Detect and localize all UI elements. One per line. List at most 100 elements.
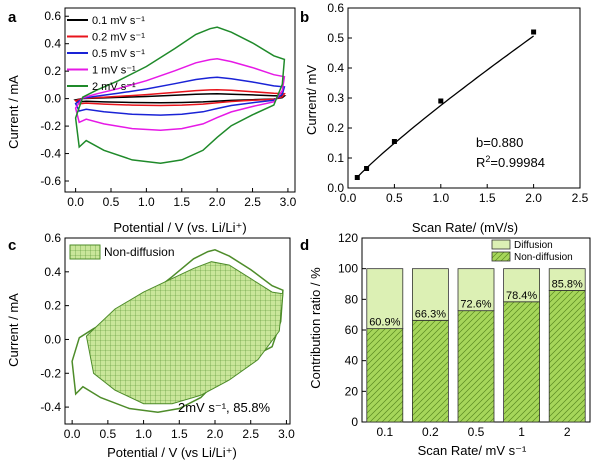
panel-c-nondiffusion-area	[85, 261, 284, 405]
panel-d-bar-nondiffusion	[503, 301, 541, 423]
panel-d-bar-nondiffusion	[548, 290, 586, 423]
panel-b-data-point	[531, 29, 537, 35]
panel-b-y-tick-label: 0.3	[327, 91, 344, 105]
panel-d-bar-nondiffusion	[366, 328, 404, 423]
panel-d-bar-diffusion	[503, 268, 541, 303]
panel-d-y-tick-label: 60	[345, 323, 359, 337]
panel-b-y-tick-label: 0.4	[327, 61, 344, 75]
panel-b-x-tick-label: 0.5	[386, 191, 403, 205]
panel-label-c: c	[8, 237, 16, 254]
panel-c-y-tick-label: 0.4	[44, 265, 61, 279]
panel-c-y-tick-label: 0.2	[44, 299, 61, 313]
panel-a-x-tick-label: 1.5	[173, 195, 190, 209]
panel-a-cv-curve-0_1	[73, 93, 287, 104]
panel-d-bar-value-label: 72.6%	[460, 299, 491, 311]
panel-label-b: b	[300, 9, 309, 26]
panel-b-xlabel: Scan Rate/ (mV/s)	[412, 220, 518, 235]
panel-a-legend-label-2: 2 mV s⁻¹	[92, 81, 136, 93]
panel-c-y-tick-label: 0.6	[44, 231, 61, 245]
panel-d-y-tick-label: 0	[351, 415, 358, 429]
panel-c-y-tick-label: 0.0	[44, 332, 61, 346]
panel-d-legend-label-diffusion: Diffusion	[514, 240, 553, 251]
panel-b-y-tick-label: 0.1	[327, 151, 344, 165]
panel-d-bar-value-label: 66.3%	[415, 308, 446, 320]
panel-c-x-tick-label: 1.5	[171, 427, 188, 441]
panel-b-x-tick-label: 0.0	[340, 191, 357, 205]
panel-a-y-tick-label: 0.6	[44, 9, 61, 23]
panel-d-bar-diffusion	[548, 268, 586, 291]
panel-b-x-tick-label: 1.5	[479, 191, 496, 205]
panel-c-y-tick-label: -0.2	[40, 366, 61, 380]
panel-b-ylabel: Current/ mV	[304, 65, 319, 135]
panel-b-data-point	[391, 139, 397, 144]
panel-a-xlabel: Potential / V (vs. Li/Li⁺)	[113, 220, 246, 235]
panel-b-y-tick-label: 0.6	[327, 1, 344, 15]
panel-d-y-tick-label: 120	[338, 231, 358, 245]
panel-a-y-tick-label: 0.0	[44, 92, 61, 106]
panel-d-bar-nondiffusion	[411, 319, 449, 423]
panel-a-x-tick-label: 1.0	[138, 195, 155, 209]
panel-c-xlabel: Potential / V (vs Li/Li⁺)	[107, 445, 237, 460]
panel-a-y-tick-label: -0.4	[40, 147, 61, 161]
panel-b-fit-line	[356, 35, 534, 178]
panel-b-data-point	[354, 175, 360, 180]
panel-c-x-tick-label: 2.5	[242, 427, 259, 441]
panel-c-x-tick-label: 3.0	[278, 427, 295, 441]
panel-a-y-tick-label: -0.2	[40, 119, 61, 133]
panel-b-x-tick-label: 2.5	[572, 191, 589, 205]
panel-c-nondiffusion-contribution: 0.0 0.5 1.0 1.5 2.0 2.5 3.0 -0.4 -0.2 0.0 0.2 0.4 0.…	[40, 231, 295, 441]
panel-b-data-point	[438, 98, 444, 104]
panel-b-x-tick-label: 1.0	[432, 191, 449, 205]
panel-d-x-tick-label: 0.1	[376, 425, 393, 439]
panel-b-y-tick-label: 0.0	[327, 181, 344, 195]
panel-d-x-tick-label: 0.5	[468, 425, 485, 439]
panel-d-y-tick-label: 80	[345, 292, 359, 306]
panel-a-x-tick-label: 0.0	[67, 195, 84, 209]
panel-d-bar-nondiffusion	[457, 310, 495, 423]
panel-d-legend-label-nondiffusion: Non-diffusion	[514, 252, 573, 263]
panel-d-contribution-bars: 0 20 40 60 80 100 120 60.9% 0.1 66.3% 0.2 72.6% 0.5 7…	[338, 231, 591, 439]
panel-c-x-tick-label: 1.0	[135, 427, 152, 441]
panel-d-x-tick-label: 2	[564, 425, 571, 439]
panel-d-bar-value-label: 85.8%	[552, 278, 583, 290]
panel-a-cv-curve-1	[74, 58, 286, 131]
panel-d-x-tick-label: 0.2	[422, 425, 439, 439]
panel-c-legend-swatch	[69, 244, 101, 260]
panel-c-x-tick-label: 2.0	[207, 427, 224, 441]
panel-a-plot-frame	[64, 7, 296, 193]
panel-a-cv-curve-2	[74, 26, 286, 164]
panel-c-y-tick-label: -0.4	[40, 400, 61, 414]
panel-b-scan-rate-fit: 0.0 0.5 1.0 1.5 2.0 2.5 0.0 0.1 0.2 0.3 0.4 0.5 0.6	[327, 1, 588, 205]
panel-d-y-tick-label: 100	[338, 262, 358, 276]
panel-a-legend-label-0_2: 0.2 mV s⁻¹	[92, 32, 145, 44]
panel-b-y-tick-label: 0.5	[327, 31, 344, 45]
panel-d-y-tick-label: 20	[345, 384, 359, 398]
panel-a-legend-label-0_5: 0.5 mV s⁻¹	[92, 48, 145, 60]
panel-d-ylabel: Contribution ratio / %	[308, 267, 323, 389]
panel-d-bar-value-label: 60.9%	[369, 317, 400, 329]
panel-a-x-tick-label: 2.0	[209, 195, 226, 209]
panel-a-cv-curve-0_5	[74, 76, 286, 116]
panel-b-x-tick-label: 2.0	[525, 191, 542, 205]
panel-a-x-tick-label: 0.5	[103, 195, 120, 209]
panel-b-plot-frame	[347, 7, 581, 189]
panel-d-bar-diffusion	[457, 268, 495, 312]
panel-d-bar-value-label: 78.4%	[506, 290, 537, 302]
panel-c-legend-label: Non-diffusion	[104, 245, 175, 259]
panel-d-legend-swatch-diffusion	[491, 239, 511, 250]
panel-c-x-tick-label: 0.0	[64, 427, 81, 441]
panel-a-cv-curve-0_2	[74, 88, 286, 107]
panel-d-x-tick-label: 1	[518, 425, 525, 439]
panel-a-cv-curves: 0.0 0.5 1.0 1.5 2.0 2.5 3.0 -0.6 -0.4 -0.2 0.0 0.2 0…	[40, 7, 297, 209]
panel-a-y-tick-label: -0.6	[40, 174, 61, 188]
panel-c-x-tick-label: 0.5	[100, 427, 117, 441]
panel-a-y-tick-label: 0.4	[44, 37, 61, 51]
panel-c-plot-frame	[64, 237, 291, 425]
panel-a-x-tick-label: 3.0	[280, 195, 297, 209]
panel-d-y-tick-label: 40	[345, 354, 359, 368]
panel-c-annotation: 2mV s⁻¹, 85.8%	[178, 400, 271, 415]
panel-a-ylabel: Current / mA	[6, 75, 21, 149]
panel-d-bar-diffusion	[411, 268, 449, 321]
panel-a-legend-label-1: 1 mV s⁻¹	[92, 65, 136, 77]
